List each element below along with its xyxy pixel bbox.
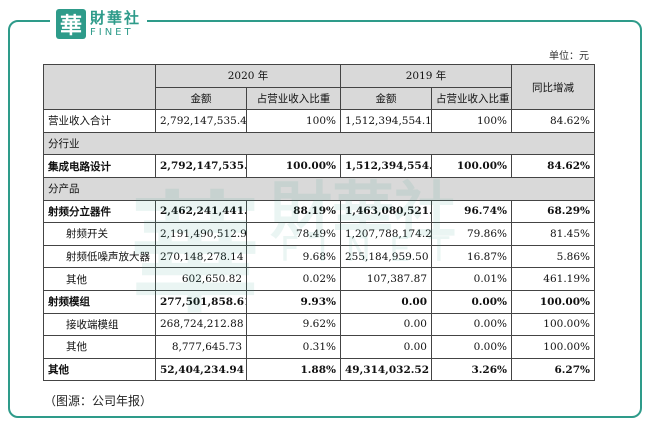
header-cell: 金额 — [340, 86, 432, 111]
table-row: 其他 602,650.82 0.02% 107,387.87 0.01% 461.19% — [43, 267, 595, 291]
frame — [8, 20, 642, 418]
logo: 華 財華社 FINET — [50, 6, 148, 42]
value-cell: 68.29% — [511, 199, 595, 224]
value-cell: 2,462,241,441.93 — [155, 199, 247, 224]
value-cell: 100.00% — [511, 335, 595, 359]
value-cell: 49,314,032.52 — [340, 357, 432, 382]
value-cell: 0.00 — [340, 289, 432, 314]
value-cell: 100.00% — [431, 154, 512, 178]
value-cell: 2,792,147,535.48 — [155, 109, 247, 133]
section-cell: 分产品 — [43, 176, 595, 201]
row-label: 射频低噪声放大器 — [43, 244, 156, 269]
unit-label: 单位：元 — [549, 51, 589, 62]
row-label: 射频分立器件 — [43, 199, 156, 224]
value-cell: 2,191,490,512.97 — [155, 222, 247, 246]
table-row: 分行业 — [43, 131, 595, 156]
value-cell: 1,512,394,554.11 — [340, 154, 432, 178]
value-cell: 79.86% — [431, 222, 512, 246]
logo-name: 財華社 — [90, 8, 142, 27]
value-cell: 5.86% — [511, 244, 595, 269]
table-row: 营业收入合计 2,792,147,535.48 100% 1,512,394,554.… — [43, 109, 595, 133]
value-cell: 88.19% — [246, 199, 341, 224]
value-cell: 0.00 — [340, 312, 432, 337]
value-cell: 107,387.87 — [340, 267, 432, 291]
value-cell: 0.31% — [246, 335, 341, 359]
row-label: 射频开关 — [43, 222, 156, 246]
row-label: 营业收入合计 — [43, 109, 156, 133]
logo-mark: 華 — [56, 9, 86, 39]
revenue-table: 2020 年 2019 年 同比增减 金额 占营业收入比重 金额 占营业收入比重 营业… — [43, 63, 595, 382]
value-cell: 81.45% — [511, 222, 595, 246]
value-cell: 9.62% — [246, 312, 341, 337]
value-cell: 100.00% — [511, 289, 595, 314]
value-cell: 0.00% — [431, 335, 512, 359]
value-cell: 9.68% — [246, 244, 341, 269]
value-cell: 1,512,394,554.11 — [340, 109, 432, 133]
value-cell: 0.00 — [340, 335, 432, 359]
value-cell: 8,777,645.73 — [155, 335, 247, 359]
value-cell: 268,724,212.88 — [155, 312, 247, 337]
row-label: 其他 — [43, 357, 156, 382]
value-cell: 100.00% — [246, 154, 341, 178]
header-cell: 同比增减 — [511, 63, 595, 111]
value-cell: 9.93% — [246, 289, 341, 314]
value-cell: 96.74% — [431, 199, 512, 224]
value-cell: 78.49% — [246, 222, 341, 246]
table-row: 射频模组 277,501,858.61 9.93% 0.00 0.00% 100.00% — [43, 289, 595, 314]
value-cell: 1,207,788,174.22 — [340, 222, 432, 246]
row-label: 其他 — [43, 267, 156, 291]
value-cell: 52,404,234.94 — [155, 357, 247, 382]
row-label: 集成电路设计 — [43, 154, 156, 178]
value-cell: 0.00% — [431, 312, 512, 337]
section-cell: 分行业 — [43, 131, 595, 156]
value-cell: 2,792,147,535.48 — [155, 154, 247, 178]
table-row: 集成电路设计2,792,147,535.48100.00%1,512,394,5… — [43, 154, 595, 178]
header-cell — [43, 63, 156, 111]
value-cell: 602,650.82 — [155, 267, 247, 291]
table-row: 接收端模组 268,724,212.88 9.62% 0.00 0.00% 100.00% — [43, 312, 595, 337]
table-row: 射频低噪声放大器 270,148,278.14 9.68% 255,184,959.5… — [43, 244, 595, 269]
table-row: 分产品 — [43, 176, 595, 201]
value-cell: 1.88% — [246, 357, 341, 382]
header-cell: 2019 年 — [340, 64, 512, 88]
header-cell: 占营业收入比重 — [431, 86, 512, 111]
caption: （图源：公司年报） — [44, 394, 153, 408]
table-row: 其他 52,404,234.94 1.88% 49,314,032.52 3.26% 6.… — [43, 357, 595, 382]
logo-text: 財華社 FINET — [90, 8, 142, 38]
row-label: 射频模组 — [43, 289, 156, 314]
table-row: 射频开关 2,191,490,512.97 78.49% 1,207,788,174.… — [43, 222, 595, 246]
value-cell: 100.00% — [511, 312, 595, 337]
row-label: 接收端模组 — [43, 312, 156, 337]
value-cell: 100% — [246, 109, 341, 133]
header-cell: 占营业收入比重 — [246, 86, 341, 111]
value-cell: 1,463,080,521.59 — [340, 199, 432, 224]
value-cell: 16.87% — [431, 244, 512, 269]
table-row: 射频分立器件2,462,241,441.9388.19%1,463,080,52… — [43, 199, 595, 224]
value-cell: 6.27% — [511, 357, 595, 382]
header-cell: 金额 — [155, 86, 247, 111]
value-cell: 0.02% — [246, 267, 341, 291]
value-cell: 100% — [431, 109, 512, 133]
value-cell: 0.01% — [431, 267, 512, 291]
table-row: 其他 8,777,645.73 0.31% 0.00 0.00% 100.00% — [43, 335, 595, 359]
value-cell: 255,184,959.50 — [340, 244, 432, 269]
value-cell: 84.62% — [511, 154, 595, 178]
header-cell: 2020 年 — [155, 64, 341, 88]
logo-latin: FINET — [90, 26, 134, 38]
value-cell: 270,148,278.14 — [155, 244, 247, 269]
value-cell: 84.62% — [511, 109, 595, 133]
row-label: 其他 — [43, 335, 156, 359]
value-cell: 0.00% — [431, 289, 512, 314]
value-cell: 277,501,858.61 — [155, 289, 247, 314]
value-cell: 3.26% — [431, 357, 512, 382]
value-cell: 461.19% — [511, 267, 595, 291]
